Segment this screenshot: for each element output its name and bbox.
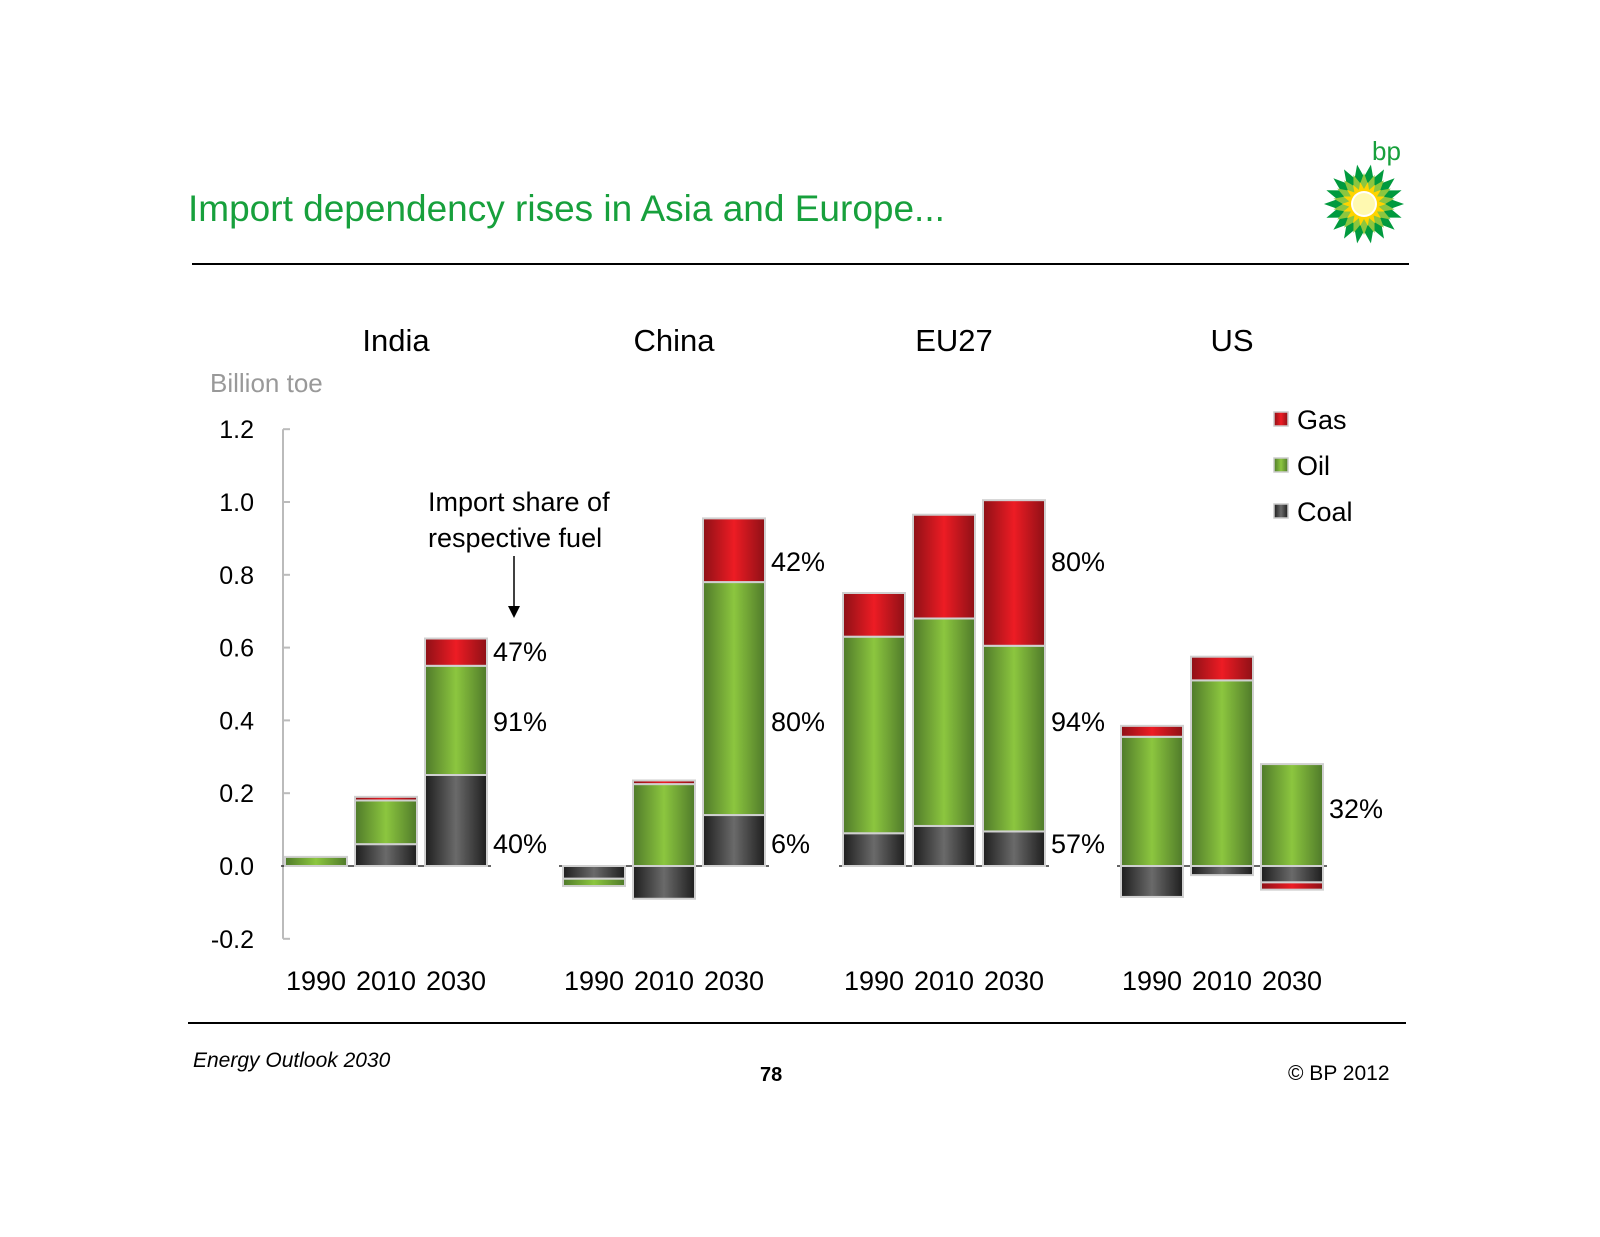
legend-label-gas: Gas [1297, 405, 1347, 435]
share-label: 40% [493, 829, 547, 859]
bar-eu27-1990-gas [842, 592, 906, 638]
bar-india-1990-oil [284, 855, 348, 868]
y-tick-label: 0.6 [219, 635, 254, 663]
legend-swatch-gas [1273, 411, 1289, 427]
bar-china-2010-oil [632, 783, 696, 867]
bar-india-2030-gas [424, 637, 488, 667]
bar-us-2010-coal [1190, 865, 1254, 877]
footer-rule [188, 1022, 1406, 1024]
bar-eu27-2010-oil [912, 617, 976, 827]
share-label: 91% [493, 707, 547, 737]
annotation-text: Import share of [428, 487, 610, 517]
bar-india-2030-oil [424, 664, 488, 776]
legend-swatch-coal [1273, 503, 1289, 519]
share-label: 57% [1051, 829, 1105, 859]
y-axis-label: Billion toe [210, 368, 323, 398]
annotation-arrowhead-icon [508, 606, 520, 618]
bp-logo-text: bp [1372, 136, 1401, 166]
y-tick-label: 1.2 [219, 416, 254, 444]
share-label: 94% [1051, 707, 1105, 737]
y-tick-label: 1.0 [219, 489, 254, 517]
bp-helios-logo-icon [1324, 164, 1404, 244]
bar-china-1990-oil [562, 877, 626, 888]
x-tick-label: 1990 [564, 966, 624, 996]
bar-china-2030-gas [702, 517, 766, 584]
bar-us-2010-gas [1190, 655, 1254, 682]
x-tick-label: 1990 [844, 966, 904, 996]
group-title-india: India [362, 323, 430, 358]
bar-us-2010-oil [1190, 679, 1254, 867]
y-tick-label: 0.8 [219, 562, 254, 590]
x-tick-label: 2030 [984, 966, 1044, 996]
x-tick-label: 2010 [356, 966, 416, 996]
annotation-text: respective fuel [428, 523, 602, 553]
x-tick-label: 1990 [1122, 966, 1182, 996]
bar-us-1990-coal [1120, 865, 1184, 898]
header-rule [192, 263, 1409, 265]
legend-swatch-oil [1273, 457, 1289, 473]
share-label: 80% [771, 707, 825, 737]
bar-india-2010-gas [354, 795, 418, 802]
footer-copyright: © BP 2012 [1288, 1062, 1390, 1085]
bar-india-2030-coal [424, 774, 488, 867]
legend-label-coal: Coal [1297, 497, 1353, 527]
bar-us-2030-coal [1260, 865, 1324, 884]
slide-title: Import dependency rises in Asia and Euro… [188, 188, 945, 229]
bar-us-1990-oil [1120, 735, 1184, 868]
y-tick-label: 0.4 [219, 707, 254, 735]
share-label: 80% [1051, 547, 1105, 577]
footer-publication: Energy Outlook 2030 [193, 1049, 391, 1072]
y-tick-label: 0.0 [219, 853, 254, 881]
y-tick-label: -0.2 [211, 926, 254, 954]
group-title-china: China [634, 323, 716, 358]
bar-eu27-2010-coal [912, 824, 976, 868]
bar-eu27-2030-gas [982, 499, 1046, 647]
y-tick-label: 0.2 [219, 780, 254, 808]
bar-us-2030-oil [1260, 763, 1324, 868]
bar-china-2030-oil [702, 581, 766, 817]
footer-page-number: 78 [760, 1064, 783, 1086]
share-label: 47% [493, 637, 547, 667]
x-tick-label: 2010 [914, 966, 974, 996]
bar-eu27-1990-coal [842, 832, 906, 867]
bar-eu27-2010-gas [912, 513, 976, 620]
bar-china-2010-coal [632, 865, 696, 900]
group-title-eu27: EU27 [915, 323, 993, 358]
x-tick-label: 2030 [704, 966, 764, 996]
bar-eu27-1990-oil [842, 635, 906, 835]
bar-china-2010-gas [632, 779, 696, 786]
bar-india-2010-oil [354, 799, 418, 846]
bar-china-1990-coal [562, 865, 626, 880]
bar-us-2030-gas [1260, 881, 1324, 891]
bar-us-1990-gas [1120, 724, 1184, 738]
bar-eu27-2030-oil [982, 644, 1046, 833]
x-tick-label: 2010 [634, 966, 694, 996]
x-tick-label: 2030 [1262, 966, 1322, 996]
x-tick-label: 2010 [1192, 966, 1252, 996]
share-label: 32% [1329, 794, 1383, 824]
x-tick-label: 1990 [286, 966, 346, 996]
legend-label-oil: Oil [1297, 451, 1330, 481]
bar-eu27-2030-coal [982, 830, 1046, 867]
bar-india-2010-coal [354, 843, 418, 867]
bar-china-2030-coal [702, 814, 766, 867]
group-title-us: US [1210, 323, 1253, 358]
share-label: 42% [771, 547, 825, 577]
x-tick-label: 2030 [426, 966, 486, 996]
share-label: 6% [771, 829, 810, 859]
